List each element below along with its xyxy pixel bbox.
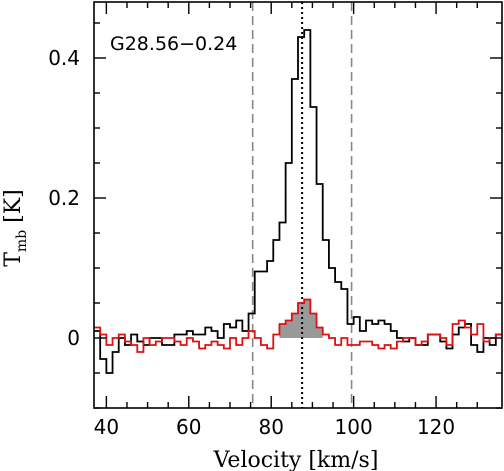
velocity-markers	[251, 2, 353, 408]
y-axis-label: Tmb [K]	[1, 189, 30, 267]
integrated-area-layer	[279, 299, 323, 338]
y-axis-label-main: T	[1, 252, 26, 267]
y-axis-label-subscript: mb	[14, 230, 30, 252]
source-annotation: G28.56−0.24	[110, 33, 237, 55]
axis-ticks	[94, 2, 502, 409]
x-tick-label: 120	[417, 415, 455, 439]
y-tick-label: 0.2	[48, 186, 80, 210]
x-tick-label: 80	[258, 415, 283, 439]
x-tick-label: 100	[335, 415, 373, 439]
x-axis-label: Velocity [km/s]	[213, 448, 379, 471]
plot-frame	[93, 1, 503, 409]
spectrum-line-2	[94, 298, 502, 353]
y-axis-label-unit: [K]	[1, 189, 26, 230]
y-tick-label: 0.4	[48, 46, 80, 70]
tick-labels: 40 60 80 100 120 0 0.2 0.4	[48, 46, 455, 439]
integrated-area	[279, 299, 323, 338]
x-tick-label: 40	[94, 415, 119, 439]
spectrum-series	[94, 29, 502, 374]
y-tick-label: 0	[67, 326, 80, 350]
x-tick-label: 60	[176, 415, 201, 439]
